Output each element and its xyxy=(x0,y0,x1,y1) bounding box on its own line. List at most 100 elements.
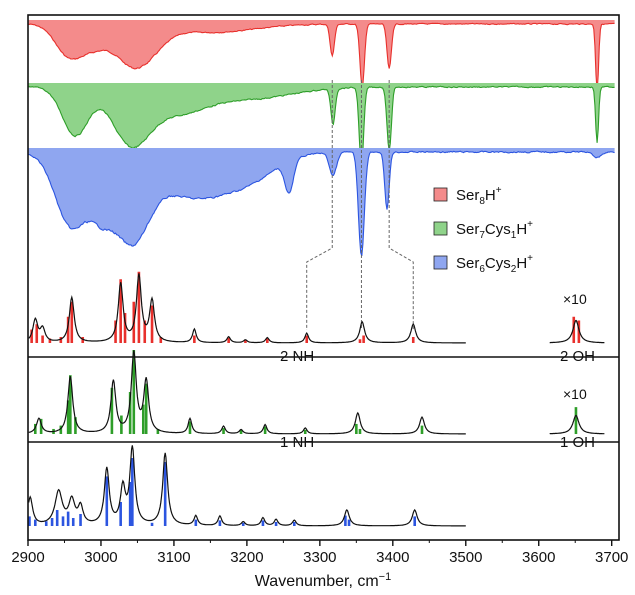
stick-2-4 xyxy=(59,425,63,434)
stick-3-17 xyxy=(218,520,222,526)
legend-label-part: 1 xyxy=(511,230,517,241)
stick-2-11 xyxy=(132,350,136,434)
stick-1-17 xyxy=(193,335,196,343)
computed-envelope-2 xyxy=(28,350,466,435)
stick-1-7 xyxy=(70,301,74,343)
stick-3-18 xyxy=(241,522,245,526)
stick-2-10 xyxy=(128,392,132,434)
stick-3-10 xyxy=(105,476,109,526)
stick-3-3 xyxy=(44,521,48,526)
stick-3-12 xyxy=(128,482,132,526)
legend-label-part: 6 xyxy=(479,264,485,275)
stick-2-2 xyxy=(39,418,43,434)
stick-1-5 xyxy=(59,337,63,343)
legend-label-part: Ser xyxy=(456,221,479,238)
legend-label-part: + xyxy=(527,253,533,264)
legend-label-3: Ser6Cys2H+ xyxy=(456,253,533,275)
stick-3-14 xyxy=(150,522,154,526)
legend-label-part: Cys xyxy=(485,221,511,238)
stick-2-7 xyxy=(74,417,77,434)
legend: Ser8H+Ser7Cys1H+Ser6Cys2H+ xyxy=(433,185,533,275)
stick-3-7 xyxy=(66,511,70,526)
stick-1-2 xyxy=(35,324,39,343)
legend-label-part: Cys xyxy=(485,255,511,272)
label-1nh: 1 NH xyxy=(280,434,314,451)
stick-1-10 xyxy=(119,279,122,343)
label-x10-top: ×10 xyxy=(563,291,587,307)
stick-3-21 xyxy=(293,522,296,526)
stick-1-18 xyxy=(227,337,230,343)
stick-3-6 xyxy=(61,516,65,526)
legend-label-part: 2 xyxy=(511,264,517,275)
legend-swatch-2 xyxy=(433,221,448,236)
stick-1-4 xyxy=(48,338,52,343)
x-axis-label: Wavenumber, cm−1 xyxy=(255,571,391,590)
legend-label-part: Ser xyxy=(456,255,479,272)
stick-3-24 xyxy=(413,516,417,526)
x-tick-label-5: 3300 xyxy=(303,549,336,566)
experimental-fill-2 xyxy=(28,83,615,166)
label-1oh: 1 OH xyxy=(560,434,595,451)
correlation-line-3 xyxy=(388,80,414,330)
stick-1-14 xyxy=(143,320,147,343)
stick-2-5 xyxy=(66,400,70,434)
stick-3-5 xyxy=(55,510,59,526)
stick-2-14 xyxy=(156,428,160,434)
stick-2-21 xyxy=(358,428,362,434)
stick-1-9 xyxy=(114,320,117,343)
stick-1-16 xyxy=(159,337,163,343)
stick-1-8 xyxy=(81,337,85,343)
legend-label-part: 8 xyxy=(479,196,485,207)
legend-swatch-1 xyxy=(433,187,448,202)
oh-stick-1-1 xyxy=(572,316,576,343)
x-tick-label-7: 3500 xyxy=(449,549,482,566)
computed-envelope-1 xyxy=(28,273,466,344)
x-axis: 2900 3000 3100 3200 3300 3400 3500 3600 3700 xyxy=(11,540,628,566)
stick-1-15 xyxy=(150,305,154,343)
stick-2-16 xyxy=(222,428,225,434)
legend-label-part: Ser xyxy=(456,187,479,204)
x-tick-label-1: 2900 xyxy=(11,549,44,566)
experimental-trace-2 xyxy=(27,85,615,166)
legend-label-1: Ser8H+ xyxy=(456,185,502,207)
stick-1-24 xyxy=(411,337,415,343)
stick-2-8 xyxy=(110,387,114,434)
stick-3-23 xyxy=(347,519,351,526)
oh-envelope-1 xyxy=(549,319,605,344)
label-2oh: 2 OH xyxy=(560,348,595,365)
oh-envelope-2 xyxy=(549,414,605,435)
stick-2-15 xyxy=(188,421,192,434)
stick-3-9 xyxy=(79,514,82,526)
x-tick-label-4: 3200 xyxy=(230,549,263,566)
stick-2-1 xyxy=(33,423,37,434)
stick-3-2 xyxy=(33,519,37,526)
legend-label-part: H xyxy=(516,255,527,272)
stick-2-12 xyxy=(141,404,145,434)
label-x10-mid: ×10 xyxy=(563,386,587,402)
stick-3-22 xyxy=(344,515,347,526)
stick-3-16 xyxy=(194,519,198,526)
correlation-line-1 xyxy=(306,80,333,330)
stick-2-19 xyxy=(303,429,307,434)
stick-2-22 xyxy=(420,425,424,434)
computed-spectra xyxy=(28,271,605,527)
stick-1-3 xyxy=(41,335,44,343)
legend-label-2: Ser7Cys1H+ xyxy=(456,219,533,241)
oh-stick-2-1 xyxy=(574,407,578,434)
stick-3-4 xyxy=(50,518,54,526)
stick-2-17 xyxy=(239,429,243,434)
x-tick-label-9: 3700 xyxy=(595,549,628,566)
legend-label-part: + xyxy=(527,219,533,230)
x-axis-label-text: Wavenumber, cm xyxy=(255,573,379,590)
stick-1-13 xyxy=(137,271,141,343)
legend-label-part: + xyxy=(496,185,502,196)
stick-3-11 xyxy=(119,502,122,526)
legend-swatch-3 xyxy=(433,255,448,270)
experimental-fill-1 xyxy=(28,20,615,92)
stick-2-20 xyxy=(355,423,358,434)
experimental-spectra xyxy=(27,20,615,257)
label-2nh: 2 NH xyxy=(280,348,314,365)
stick-1-6 xyxy=(66,316,70,343)
stick-1-22 xyxy=(358,339,362,343)
